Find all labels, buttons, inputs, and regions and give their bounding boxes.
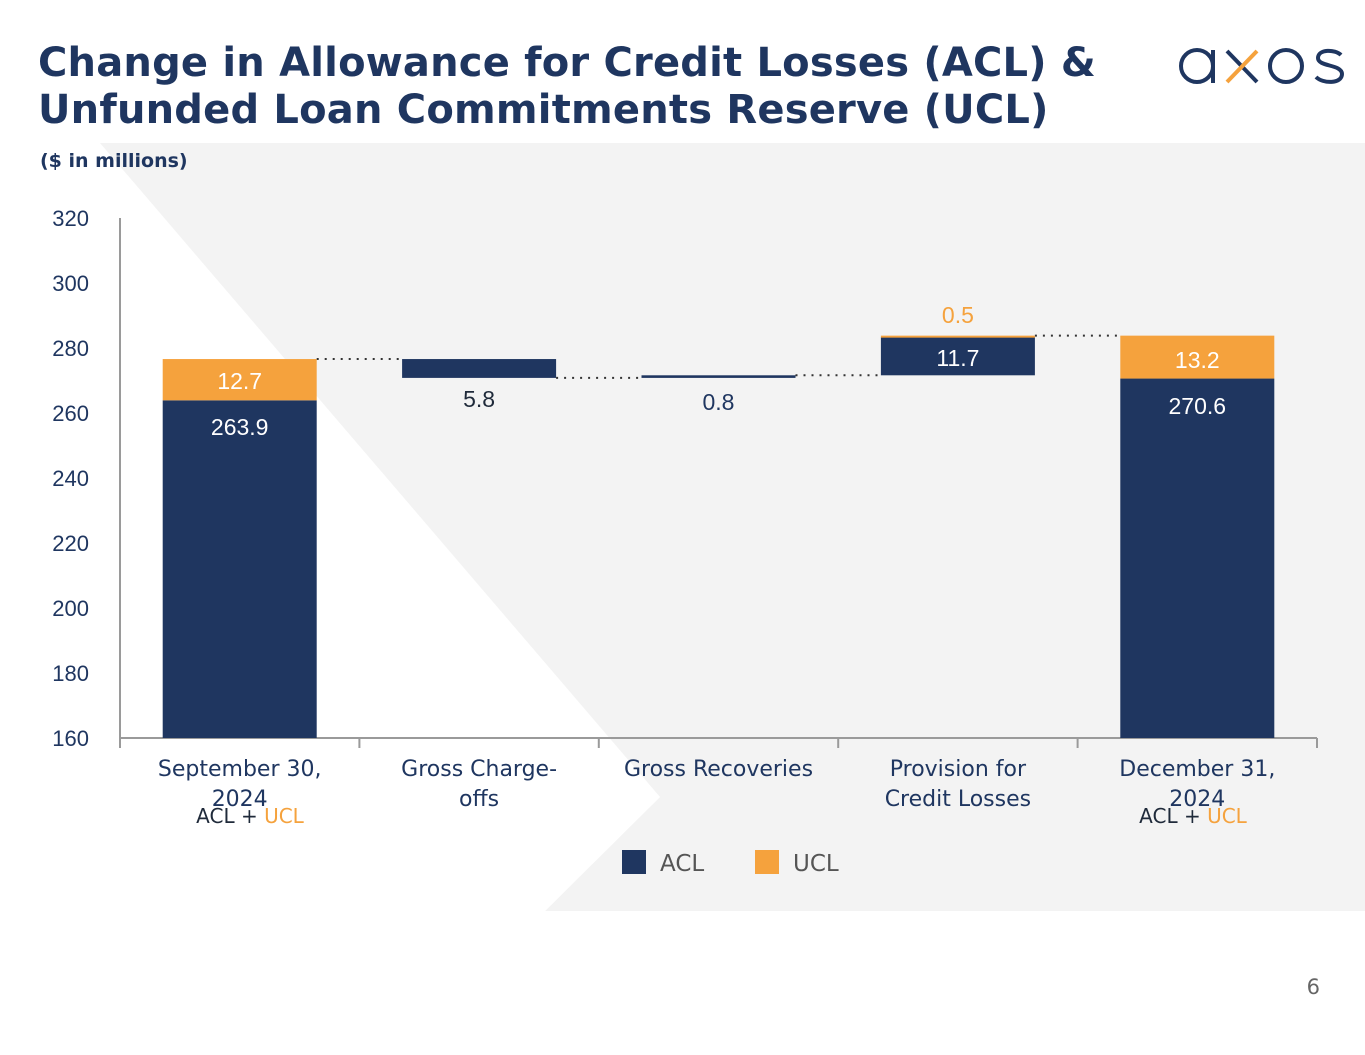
x-category-label: Credit Losses <box>885 787 1031 812</box>
x-category-label: September 30, <box>158 757 322 782</box>
ucl-bar-segment <box>1120 335 1275 379</box>
acl-legend-label: ACL <box>660 851 704 877</box>
axos-logo <box>1179 48 1345 84</box>
x-category-label: offs <box>459 787 499 812</box>
data-label: 13.2 <box>1175 347 1220 373</box>
acl-legend-swatch <box>622 850 646 874</box>
data-label: 12.7 <box>217 368 262 394</box>
y-tick-label: 200 <box>52 596 89 621</box>
data-label: 0.8 <box>703 389 735 415</box>
y-tick-label: 260 <box>52 401 89 426</box>
combo-plus: + <box>240 804 258 828</box>
data-label: 0.5 <box>942 302 974 328</box>
combo-acl: ACL <box>1139 804 1178 828</box>
x-category-label: Gross Recoveries <box>624 757 813 782</box>
data-label: 270.6 <box>1169 393 1227 419</box>
x-category-label: 2024 <box>1169 787 1225 812</box>
data-label: 5.8 <box>463 386 495 412</box>
acl-bar-segment <box>641 375 796 378</box>
y-tick-label: 240 <box>52 466 89 491</box>
combo-ucl: UCL <box>1207 804 1247 828</box>
ucl-bar-segment <box>880 335 1035 338</box>
y-tick-label: 160 <box>52 726 89 751</box>
combo-note-left: ACL + UCL <box>150 804 350 828</box>
ucl-legend-swatch <box>755 850 779 874</box>
y-tick-label: 280 <box>52 336 89 361</box>
y-tick-label: 220 <box>52 531 89 556</box>
combo-plus: + <box>1183 804 1201 828</box>
title-line-2: Unfunded Loan Commitments Reserve (UCL) <box>38 87 1049 133</box>
page-title: Change in Allowance for Credit Losses (A… <box>38 40 1138 134</box>
acl-bar-segment <box>880 337 1035 376</box>
x-category-label: Provision for <box>890 757 1027 782</box>
units-note: ($ in millions) <box>40 150 188 172</box>
data-label: 11.7 <box>936 345 979 371</box>
page-number: 6 <box>1306 975 1320 999</box>
combo-acl: ACL <box>196 804 235 828</box>
data-label: 263.9 <box>211 414 269 440</box>
x-category-label: 2024 <box>212 787 268 812</box>
acl-bar-segment <box>402 359 557 378</box>
combo-ucl: UCL <box>264 804 304 828</box>
y-tick-label: 180 <box>52 661 89 686</box>
ucl-bar-segment <box>162 359 317 401</box>
x-category-label: Gross Charge- <box>401 757 557 782</box>
acl-bar-segment <box>162 400 317 738</box>
y-tick-label: 300 <box>52 271 89 296</box>
x-category-label: December 31, <box>1119 757 1275 782</box>
combo-note-right: ACL + UCL <box>1093 804 1293 828</box>
ucl-legend-label: UCL <box>793 851 839 877</box>
y-tick-label: 320 <box>52 206 89 231</box>
acl-bar-segment <box>1120 378 1275 738</box>
title-line-1: Change in Allowance for Credit Losses (A… <box>38 40 1096 86</box>
